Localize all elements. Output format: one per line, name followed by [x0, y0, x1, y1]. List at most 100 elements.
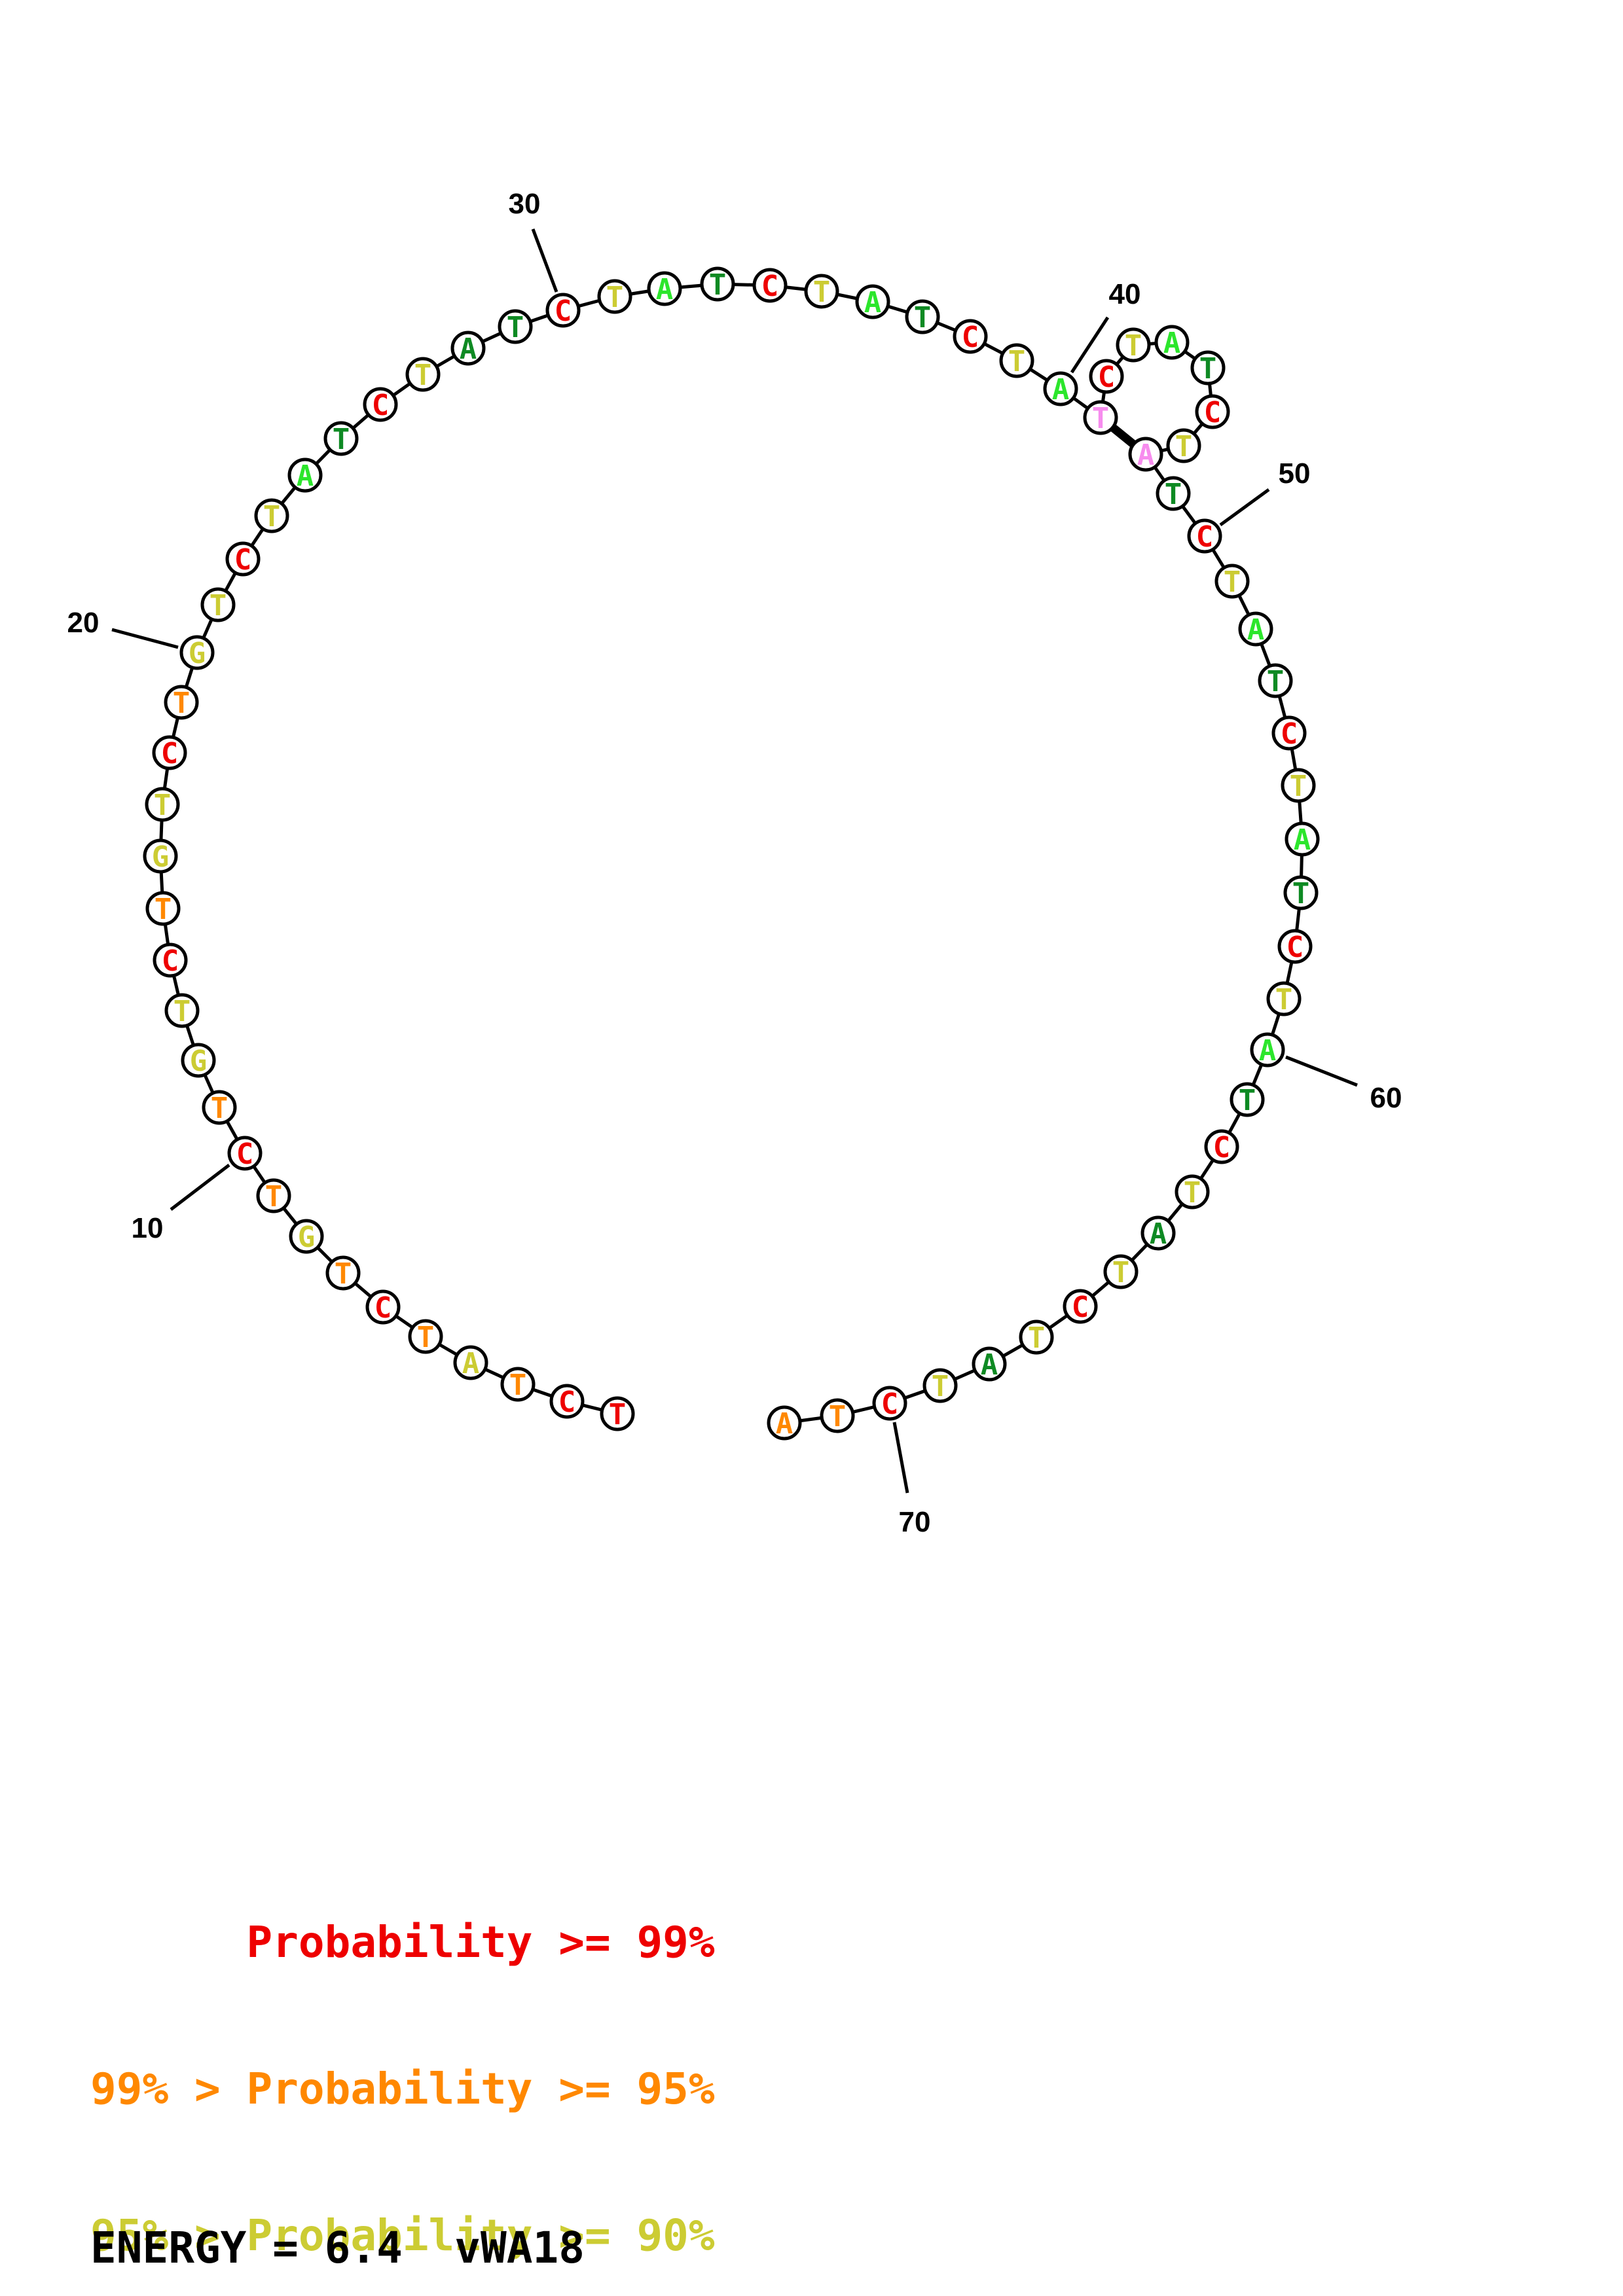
nucleotide-base-1-T: T	[609, 1398, 627, 1431]
nucleotide-base-10-C: C	[236, 1138, 254, 1171]
nucleotide-circle-28	[450, 331, 486, 366]
nucleotide-circle-42	[1089, 359, 1124, 394]
nucleotide-base-68-A: A	[981, 1348, 998, 1382]
nucleotide-circle-9	[256, 1178, 291, 1213]
nucleotide-circle-26	[363, 387, 398, 422]
nucleotide-base-47-T: T	[1175, 430, 1193, 463]
position-label-20: 20	[67, 607, 100, 639]
nucleotide-circle-8	[289, 1219, 324, 1254]
tick-line-60	[1285, 1055, 1358, 1087]
nucleotide-circle-67	[1019, 1319, 1054, 1355]
nucleotide-circle-48	[1128, 437, 1163, 472]
nucleotide-base-34-C: C	[761, 270, 779, 303]
nucleotide-base-35-T: T	[813, 276, 831, 309]
nucleotide-base-65-T: T	[1112, 1256, 1130, 1289]
nucleotide-base-17-T: T	[154, 789, 172, 822]
nucleotide-base-56-A: A	[1294, 823, 1311, 857]
nucleotide-base-9-T: T	[265, 1180, 283, 1213]
nucleotide-base-11-T: T	[211, 1092, 228, 1125]
nucleotide-circle-63	[1175, 1174, 1210, 1210]
nucleotide-base-2-C: C	[558, 1386, 576, 1419]
position-number-labels: 10 20 30 40 50 60 70	[67, 188, 1402, 1538]
nucleotide-base-49-T: T	[1165, 478, 1182, 511]
nucleotide-circle-39	[999, 343, 1034, 378]
nucleotide-base-33-T: T	[709, 268, 727, 302]
nucleotide-circle-50	[1187, 518, 1222, 554]
legend-line-1: Probability >= 99%	[90, 1916, 715, 1967]
nucleotide-circle-15	[145, 891, 181, 926]
nucleotide-circle-57	[1283, 875, 1319, 910]
nucleotide-circle-7	[325, 1255, 361, 1291]
nucleotide-base-31-T: T	[606, 281, 624, 314]
energy-label: ENERGY = 6.4 vWA18	[90, 2223, 585, 2273]
nucleotide-circle-16	[143, 838, 178, 874]
nucleotide-circle-44	[1154, 325, 1190, 360]
nucleotide-base-30-C: C	[555, 295, 572, 328]
nucleotide-circle-3	[500, 1367, 536, 1402]
nucleotide-circle-70	[872, 1386, 907, 1421]
nucleotide-base-36-A: A	[864, 286, 882, 319]
nucleotide-base-4-A: A	[462, 1347, 480, 1380]
legend-line-3: 95% > Probability >= 90%	[90, 2210, 715, 2261]
nucleotide-circle-52	[1238, 611, 1273, 647]
nucleotide-base-16-G: G	[152, 840, 170, 874]
nucleotide-base-48-A: A	[1137, 439, 1155, 472]
nucleotide-base-62-C: C	[1213, 1131, 1231, 1164]
nucleotide-base-20-G: G	[189, 637, 206, 670]
nucleotide-circle-69	[922, 1368, 958, 1403]
nucleotide-circle-51	[1214, 564, 1250, 599]
nucleotide-base-21-T: T	[210, 589, 227, 622]
nucleotide-base-23-T: T	[263, 500, 281, 533]
nucleotide-circle-1	[600, 1396, 635, 1431]
nucleotide-circle-37	[905, 299, 940, 334]
tick-line-10	[170, 1164, 230, 1211]
nucleotide-base-44-A: A	[1163, 327, 1181, 360]
nucleotide-circle-24	[287, 457, 323, 493]
nucleotide-circle-22	[225, 541, 261, 577]
nucleotide-circle-17	[145, 787, 180, 822]
nucleotide-base-71-T: T	[829, 1400, 847, 1433]
nucleotide-circle-61	[1230, 1082, 1265, 1117]
nucleotide-circle-10	[227, 1136, 263, 1171]
nucleotide-circle-21	[200, 587, 236, 622]
nucleotide-base-51-T: T	[1224, 565, 1241, 599]
nucleotide-base-32-A: A	[656, 273, 674, 306]
nucleotide-circle-23	[254, 498, 289, 533]
nucleotide-circle-71	[820, 1398, 855, 1433]
nucleotide-base-55-T: T	[1290, 770, 1307, 803]
nucleotide-base-70-C: C	[881, 1388, 899, 1421]
nucleotide-base-18-C: C	[161, 737, 179, 770]
nucleotide-base-58-C: C	[1286, 931, 1304, 964]
nucleotide-circle-31	[597, 279, 632, 314]
nucleotide-circle-4	[453, 1345, 488, 1380]
position-label-60: 60	[1370, 1082, 1402, 1114]
position-label-50: 50	[1279, 457, 1311, 490]
nucleotide-base-41-T: T	[1092, 402, 1110, 435]
tick-line-20	[111, 628, 179, 649]
nucleotide-circle-13	[164, 993, 200, 1028]
nucleotide-base-64-A: A	[1150, 1217, 1167, 1251]
nucleotide-circle-66	[1063, 1289, 1098, 1324]
nucleotide-circle-11	[202, 1090, 237, 1125]
nucleotide-base-40-A: A	[1052, 373, 1070, 406]
nucleotide-base-27-T: T	[414, 359, 432, 392]
nucleotide-base-59-T: T	[1275, 983, 1293, 1016]
nucleotide-circle-34	[752, 268, 788, 303]
nucleotide-circle-55	[1281, 768, 1316, 803]
legend-line-2: 99% > Probability >= 95%	[90, 2063, 715, 2114]
nucleotide-base-13-T: T	[173, 995, 191, 1028]
nucleotide-base-39-T: T	[1008, 345, 1026, 378]
nucleotide-circle-46	[1195, 394, 1230, 429]
nucleotide-base-29-T: T	[507, 311, 524, 344]
nucleotide-base-38-C: C	[962, 321, 979, 354]
nucleotide-circle-12	[181, 1043, 216, 1078]
nucleotide-circle-5	[408, 1319, 443, 1354]
nucleotide-base-12-G: G	[190, 1045, 208, 1078]
nucleotide-circle-20	[179, 635, 215, 670]
nucleotide-base-54-C: C	[1281, 717, 1298, 751]
position-label-30: 30	[509, 188, 541, 220]
nucleotide-base-50-C: C	[1196, 520, 1214, 554]
nucleotide-circle-35	[804, 274, 839, 309]
